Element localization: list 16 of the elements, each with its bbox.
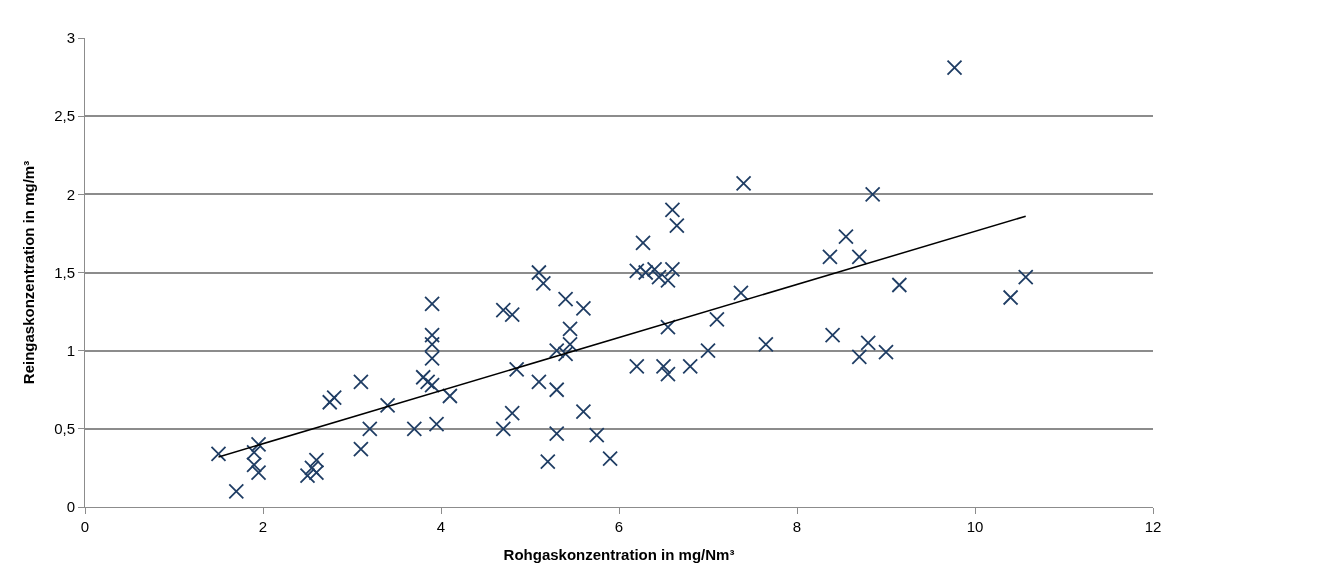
y-tick-label: 0	[66, 498, 75, 516]
y-tick-label: 0,5	[54, 420, 75, 438]
x-tick-label: 2	[258, 518, 268, 535]
y-tick-label: 2	[66, 185, 75, 203]
x-tick-label: 12	[1144, 518, 1162, 535]
y-axis-title: Reingaskonzentration in mg/m³	[20, 160, 38, 385]
y-tick-label: 1	[66, 341, 75, 359]
x-tick-label: 4	[436, 518, 446, 535]
y-tick-label: 3	[66, 29, 75, 47]
x-tick-label: 0	[80, 518, 90, 535]
x-tick-label: 10	[966, 518, 984, 535]
x-tick-label: 8	[792, 518, 802, 535]
x-axis-title: Rohgaskonzentration in mg/Nm³	[503, 546, 735, 563]
y-tick-label: 1,5	[54, 263, 75, 281]
y-tick-label: 2,5	[54, 107, 75, 125]
x-tick-label: 6	[614, 518, 624, 535]
